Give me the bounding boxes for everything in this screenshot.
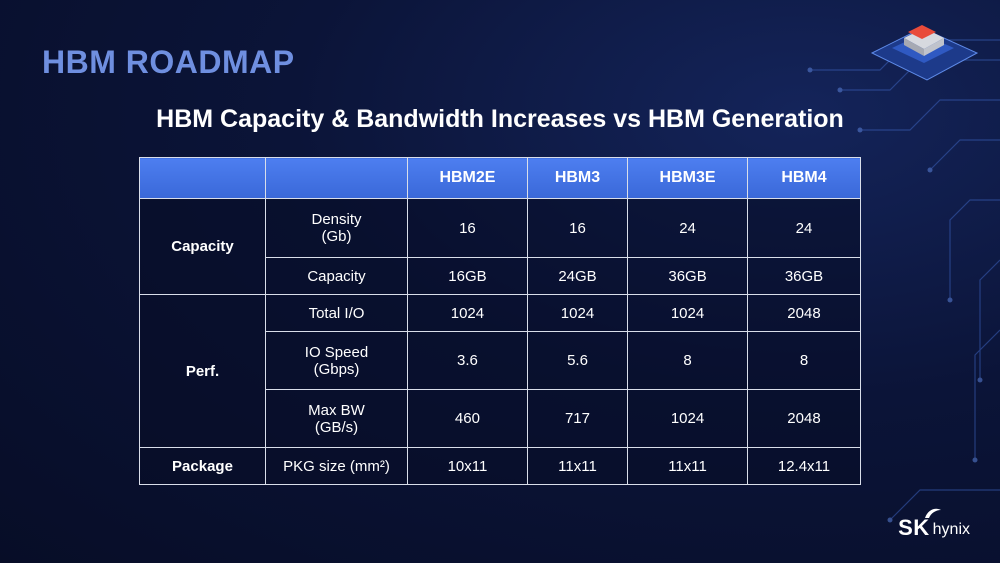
metric-label: Max BW (GB/s) — [265, 389, 408, 448]
slide-subtitle: HBM Capacity & Bandwidth Increases vs HB… — [156, 105, 844, 133]
slide-title: HBM ROADMAP — [42, 44, 295, 80]
table-cell: 10x11 — [407, 447, 528, 485]
metric-label: Total I/O — [265, 294, 408, 332]
header-hbm3e: HBM3E — [627, 157, 748, 199]
header-hbm4: HBM4 — [746, 157, 862, 199]
chip-icon — [870, 25, 979, 81]
header-cell-empty-2 — [265, 157, 408, 199]
table-cell: 36GB — [627, 257, 748, 295]
header-cell-empty-1 — [139, 157, 266, 199]
table-cell: 3.6 — [407, 331, 528, 390]
table-row: IO Speed (Gbps) 3.6 5.6 8 8 — [140, 331, 862, 390]
table-cell: 24 — [746, 198, 862, 258]
table-cell: 16 — [407, 198, 528, 258]
metric-label: Density (Gb) — [265, 198, 408, 258]
table-cell: 717 — [526, 389, 629, 448]
table-row: Capacity Density (Gb) 16 16 24 24 — [139, 198, 862, 295]
table-cell: 24GB — [526, 257, 629, 295]
table-cell: 2048 — [746, 389, 862, 448]
logo-name: hynix — [932, 521, 970, 538]
header-hbm2e: HBM2E — [407, 157, 528, 199]
sk-hynix-logo: SK hynix — [898, 508, 970, 541]
group-label-package: Package — [139, 447, 266, 485]
table-cell: 24 — [627, 198, 748, 258]
table-row: Perf. Total I/O 1024 1024 1024 2048 — [139, 294, 862, 448]
table-cell: 1024 — [407, 294, 528, 332]
table-cell: 1024 — [627, 294, 748, 332]
table-cell: 1024 — [526, 294, 629, 332]
metric-label: PKG size (mm²) — [265, 447, 408, 485]
group-label-perf: Perf. — [139, 294, 266, 448]
table-row: Max BW (GB/s) 460 717 1024 2048 — [140, 389, 862, 448]
table-cell: 8 — [746, 331, 862, 390]
hbm-roadmap-table: HBM2E HBM3 HBM3E HBM4 Capacity Density (… — [139, 157, 862, 485]
logo-brand: SK — [898, 515, 930, 540]
metric-label: Capacity — [265, 257, 408, 295]
group-label-capacity: Capacity — [139, 198, 266, 295]
metric-label: IO Speed (Gbps) — [265, 331, 408, 390]
table-cell: 11x11 — [526, 447, 629, 485]
table-cell: 2048 — [746, 294, 862, 332]
table-cell: 1024 — [627, 389, 748, 448]
header-hbm3: HBM3 — [526, 157, 629, 199]
table-header-row: HBM2E HBM3 HBM3E HBM4 — [139, 157, 862, 199]
table-row: Package PKG size (mm²) 10x11 11x11 11x11… — [139, 447, 862, 485]
table-cell: 36GB — [746, 257, 862, 295]
table-cell: 5.6 — [526, 331, 629, 390]
table-cell: 12.4x11 — [746, 447, 862, 485]
table-cell: 16GB — [407, 257, 528, 295]
table-cell: 460 — [407, 389, 528, 448]
table-cell: 8 — [627, 331, 748, 390]
sk-wing-icon — [925, 508, 942, 518]
table-cell: 16 — [526, 198, 629, 258]
table-cell: 11x11 — [627, 447, 748, 485]
